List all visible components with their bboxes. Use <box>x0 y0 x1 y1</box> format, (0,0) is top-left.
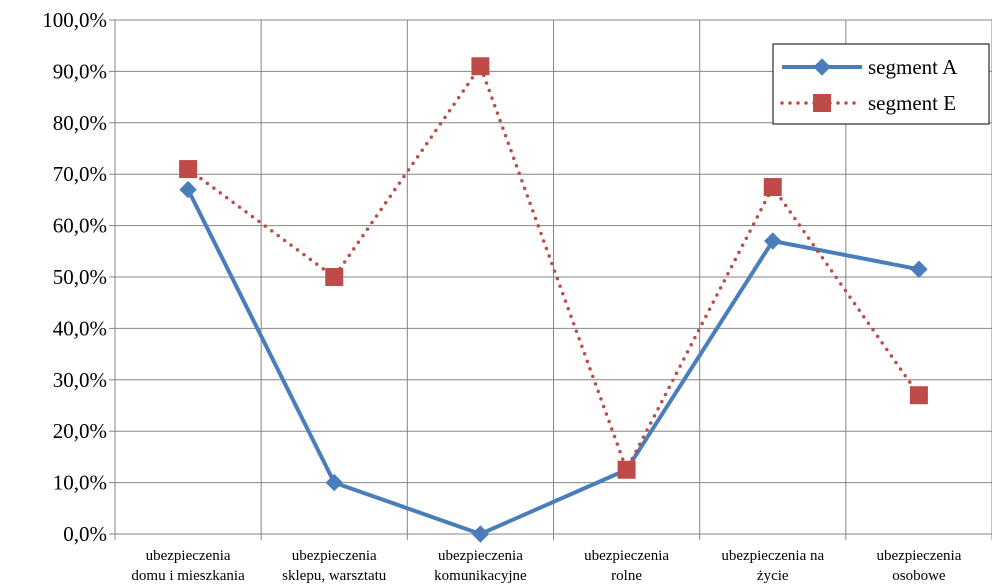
legend-marker <box>813 94 831 112</box>
y-axis-ticks: 0,0% 10,0% 20,0% 30,0% 40,0% 50,0% 60,0% 70,0% 8… <box>42 8 115 546</box>
y-tick-label: 20,0% <box>53 419 107 443</box>
x-tick-label: ubezpieczenia rolne <box>584 548 669 584</box>
data-point <box>179 160 198 179</box>
y-tick-label: 80,0% <box>53 111 107 135</box>
series-1 <box>179 57 928 479</box>
x-axis-ticks: ubezpieczenia domu i mieszkania ubezpiecze… <box>131 548 961 584</box>
data-point <box>910 260 928 278</box>
data-point <box>179 180 197 199</box>
y-tick-label: 100,0% <box>42 8 107 32</box>
x-tick-label: ubezpieczenia sklepu, warsztatu <box>282 548 387 584</box>
y-tick-label: 60,0% <box>53 214 107 238</box>
y-tick-label: 50,0% <box>53 265 107 289</box>
legend-label: segment A <box>868 55 958 79</box>
x-tick-label: ubezpieczenia osobowe <box>876 548 961 584</box>
data-point <box>325 473 343 492</box>
y-tick-label: 10,0% <box>53 471 107 495</box>
legend-box <box>772 43 990 125</box>
y-tick-label: 0,0% <box>63 522 107 546</box>
data-point <box>471 525 490 543</box>
x-tick-label: ubezpieczenia komunikacyjne <box>434 548 527 584</box>
y-tick-label: 30,0% <box>53 368 107 392</box>
data-point <box>909 386 928 405</box>
series-line <box>186 64 921 472</box>
series-line <box>186 188 920 536</box>
data-point <box>617 460 636 479</box>
y-tick-label: 90,0% <box>53 59 107 83</box>
legend-label: segment E <box>868 91 956 115</box>
series-layer <box>179 57 928 543</box>
data-point <box>763 178 782 197</box>
x-tick-label: ubezpieczenia domu i mieszkania <box>131 548 245 584</box>
data-point <box>764 232 782 250</box>
data-point <box>471 57 490 76</box>
legend: segment A segment E <box>772 43 990 125</box>
y-tick-label: 40,0% <box>53 316 107 340</box>
data-point <box>325 268 344 286</box>
y-tick-label: 70,0% <box>53 162 107 186</box>
x-tick-label: ubezpieczenia na życie <box>721 548 824 584</box>
legend-marker <box>813 58 831 76</box>
